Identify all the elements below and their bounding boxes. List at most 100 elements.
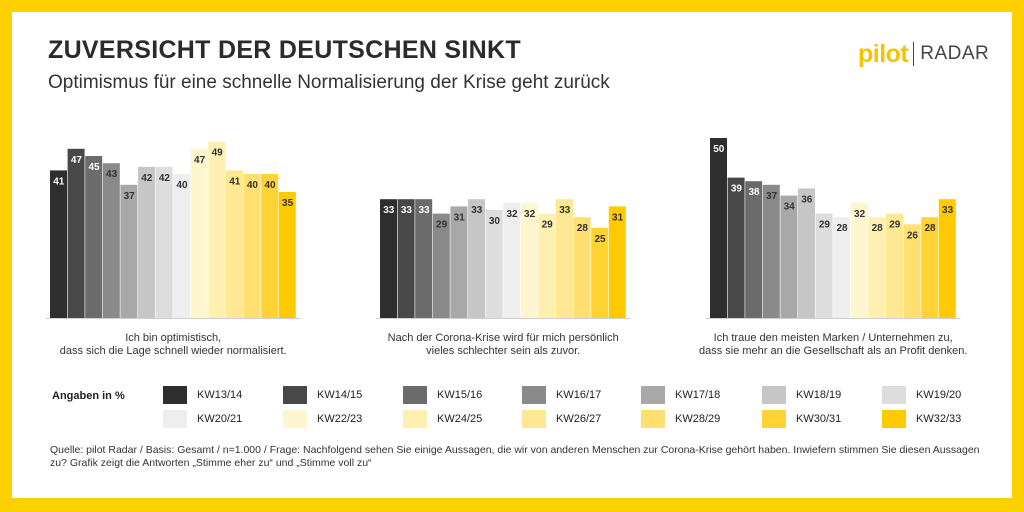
bar-group3-KW30/31: [921, 217, 939, 318]
legend-label: KW17/18: [675, 389, 721, 401]
legend-item: KW18/19: [762, 386, 841, 404]
data-label: 29: [889, 220, 901, 231]
caption-line: dass sie mehr an die Gesellschaft als an…: [698, 345, 968, 357]
data-label: 41: [53, 176, 65, 187]
data-label: 34: [784, 202, 796, 213]
bar-group1-KW16/17: [102, 163, 120, 318]
legend-item: KW20/21: [163, 410, 242, 428]
data-label: 47: [71, 155, 83, 166]
data-label: 42: [159, 173, 171, 184]
data-label: 32: [524, 209, 536, 220]
bar-group1-KW22/23: [190, 148, 208, 318]
legend-item: KW24/25: [403, 410, 482, 428]
legend-label: KW26/27: [556, 413, 602, 425]
bar-group2-KW32/33: [608, 206, 626, 318]
legend-item: KW17/18: [641, 386, 720, 404]
data-label: 29: [819, 220, 831, 231]
bar-group1-KW20/21: [173, 174, 191, 318]
bar-group2-KW19/20: [485, 210, 503, 318]
data-label: 40: [176, 180, 188, 191]
legend-swatch: [403, 386, 427, 404]
logo-separator: [913, 42, 915, 66]
legend-item: KW16/17: [522, 386, 601, 404]
bar-group2-KW16/17: [432, 213, 450, 318]
legend-swatch: [762, 410, 786, 428]
legend-item: KW19/20: [882, 386, 961, 404]
page-title: ZUVERSICHT DER DEUTSCHEN SINKT: [48, 36, 521, 64]
bar-group1-KW28/29: [243, 174, 261, 318]
data-label: 33: [942, 205, 954, 216]
bar-group1-KW13/14: [50, 170, 67, 318]
data-label: 35: [282, 198, 294, 209]
bar-group1-KW14/15: [67, 148, 85, 318]
bar-group1-KW32/33: [278, 192, 296, 318]
data-label: 41: [229, 176, 241, 187]
legend-label: KW28/29: [675, 413, 721, 425]
bar-group3-KW28/29: [903, 224, 921, 318]
legend-swatch: [283, 410, 307, 428]
logo-product: RADAR: [920, 43, 990, 64]
legend-title: Angaben in %: [52, 390, 125, 402]
data-label: 33: [383, 205, 395, 216]
bar-group3-KW15/16: [745, 181, 763, 318]
bar-group2-KW22/23: [520, 202, 538, 318]
caption-line: Nach der Corona-Krise wird für mich pers…: [387, 332, 619, 344]
data-label: 25: [594, 234, 606, 245]
bar-group1-KW19/20: [155, 166, 173, 318]
legend-item: KW13/14: [163, 386, 242, 404]
bar-group1-KW26/27: [226, 170, 243, 318]
bar-group1-KW17/18: [120, 184, 138, 318]
data-label: 42: [141, 173, 153, 184]
logo-brand: pilot: [858, 39, 909, 68]
data-label: 45: [88, 162, 100, 173]
data-label: 33: [559, 205, 571, 216]
bar-group2-KW14/15: [397, 199, 415, 318]
legend-swatch: [163, 386, 187, 404]
data-label: 28: [836, 223, 848, 234]
bar-group2-KW26/27: [556, 199, 573, 318]
bar-group3-KW22/23: [850, 202, 868, 318]
source-note: Quelle: pilot Radar / Basis: Gesamt / n=…: [50, 444, 980, 469]
data-label: 26: [907, 230, 919, 241]
data-label: 50: [713, 144, 725, 155]
data-label: 37: [766, 191, 778, 202]
legend-label: KW30/31: [796, 413, 842, 425]
data-label: 40: [247, 180, 259, 191]
pilot-radar-logo: pilot RADAR: [858, 38, 989, 70]
legend-label: KW16/17: [556, 389, 602, 401]
data-label: 39: [731, 184, 743, 195]
legend-item: KW14/15: [283, 386, 362, 404]
bar-group3-KW24/25: [868, 217, 886, 318]
bar-group3-KW20/21: [833, 217, 851, 318]
legend-swatch: [641, 386, 665, 404]
data-label: 28: [577, 223, 589, 234]
legend-swatch: [403, 410, 427, 428]
data-label: 32: [854, 209, 866, 220]
data-label: 47: [194, 155, 206, 166]
bar-group2-KW17/18: [450, 206, 468, 318]
data-label: 49: [212, 148, 224, 159]
bar-group2-KW28/29: [573, 217, 591, 318]
bar-group3-KW26/27: [886, 213, 903, 318]
legend-label: KW20/21: [197, 413, 243, 425]
legend-swatch: [882, 386, 906, 404]
data-label: 43: [106, 169, 118, 180]
legend-label: KW32/33: [916, 413, 962, 425]
group-2-caption: Nach der Corona-Krise wird für mich pers…: [343, 332, 663, 358]
bar-group1-KW30/31: [261, 174, 279, 318]
bar-group2-KW20/21: [503, 202, 521, 318]
caption-line: Ich traue den meisten Marken / Unternehm…: [713, 332, 953, 344]
data-label: 40: [264, 180, 276, 191]
bar-group3-KW17/18: [780, 195, 798, 318]
legend-swatch: [522, 410, 546, 428]
bar-group2-KW24/25: [538, 213, 556, 318]
caption-line: vieles schlechter sein als zuvor.: [426, 345, 581, 357]
bar-group3-KW32/33: [938, 199, 956, 318]
bar-group1-KW18/19: [138, 166, 155, 318]
data-label: 38: [748, 187, 760, 198]
bar-group3-KW19/20: [815, 213, 833, 318]
data-label: 33: [418, 205, 430, 216]
legend-label: KW14/15: [317, 389, 363, 401]
data-label: 29: [436, 220, 448, 231]
